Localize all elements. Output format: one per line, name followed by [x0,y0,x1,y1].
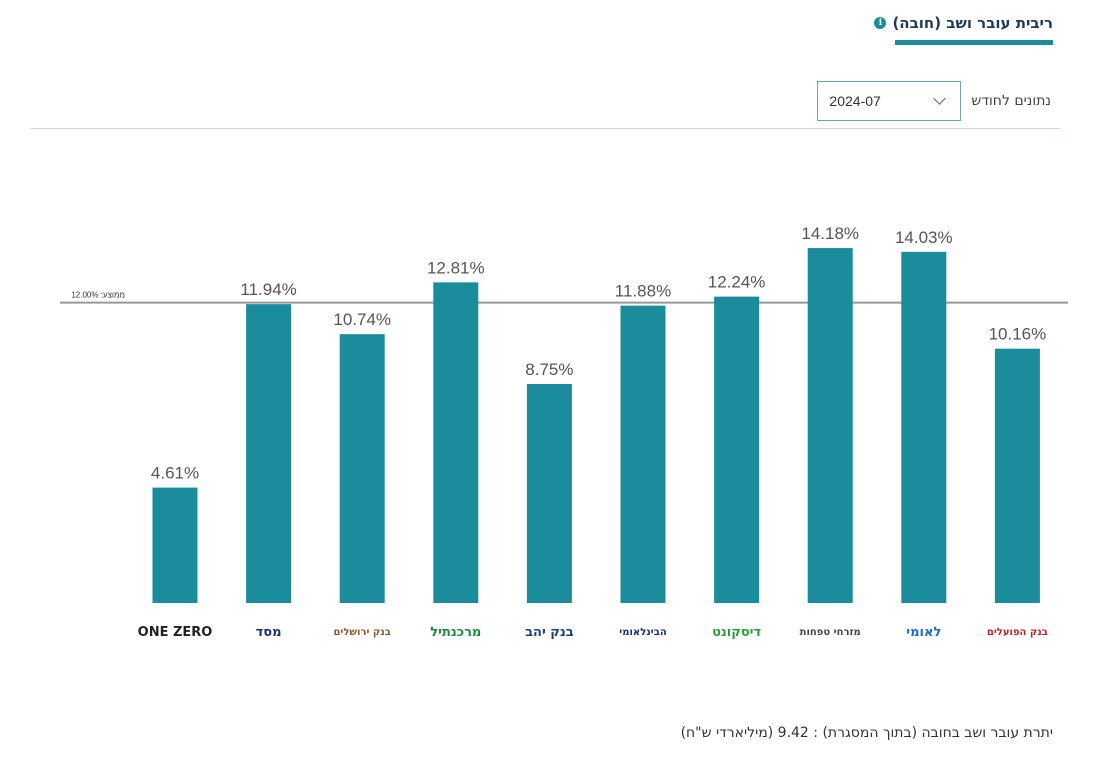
title-underline [895,40,1053,45]
logo-name-6: הבינלאומי [619,626,667,638]
bar-3[interactable] [339,334,385,603]
bar-value-label-5: 8.75% [525,360,573,379]
logo-name-9: לאומי [906,624,942,640]
bar-value-label-9: 14.03% [895,228,953,247]
bar-9[interactable] [901,251,947,604]
logo-name-10: בנק הפועלים [986,626,1048,638]
header-divider [30,128,1060,129]
month-select-value: 2024-07 [829,93,881,109]
logo-10: בנק הפועלים [972,619,1062,645]
logo-2: מסד [224,619,314,645]
logo-name-3: בנק ירושלים [333,626,391,638]
bar-1[interactable] [152,487,198,603]
month-label: נתונים לחודש [971,93,1051,109]
bar-10[interactable] [994,348,1040,603]
info-icon[interactable]: i [874,17,887,29]
logo-name-4: מרכנתיל [430,624,482,640]
logo-5: בנק יהב [504,619,594,645]
average-label: ממוצע: 12.00% [71,291,125,300]
bar-value-label-10: 10.16% [989,325,1047,344]
logo-name-2: מסד [255,624,282,640]
logo-4: מרכנתיל [411,619,501,645]
logo-8: מזרחי טפחות [785,619,875,645]
logo-name-1: ONE ZERO [137,624,213,640]
logo-3: בנק ירושלים [317,619,407,645]
chart-header: ריבית עובר ושב (חובה) i [874,14,1053,32]
bar-value-label-1: 4.61% [151,464,199,483]
bar-value-label-2: 11.94% [240,280,296,299]
bar-5[interactable] [526,383,572,603]
footer-note: יתרת עובר ושב בחובה (בתוך המסגרת) : 9.42… [680,725,1053,741]
logo-name-7: דיסקונט [712,624,762,640]
bar-8[interactable] [807,248,853,603]
bar-4[interactable] [433,282,479,603]
logo-name-5: בנק יהב [525,624,574,640]
logo-7: דיסקונט [692,619,782,645]
bar-value-label-6: 11.88% [615,282,671,301]
bar-value-label-4: 12.81% [427,258,485,277]
bar-value-label-3: 10.74% [333,310,391,329]
logo-6: הבינלאומי [598,619,688,645]
page-title: ריבית עובר ושב (חובה) [892,14,1053,32]
bar-7[interactable] [714,296,760,603]
bar-6[interactable] [620,305,666,603]
bar-value-label-7: 12.24% [708,273,766,292]
logo-name-8: מזרחי טפחות [799,626,861,638]
logo-1: ONE ZERO [130,619,220,645]
bar-2[interactable] [246,304,292,603]
month-select[interactable]: 2024-07 [817,81,962,121]
bar-value-label-8: 14.18% [801,224,859,243]
month-filter: נתונים לחודש 2024-07 [817,81,1051,121]
logo-9: לאומי [879,619,969,645]
